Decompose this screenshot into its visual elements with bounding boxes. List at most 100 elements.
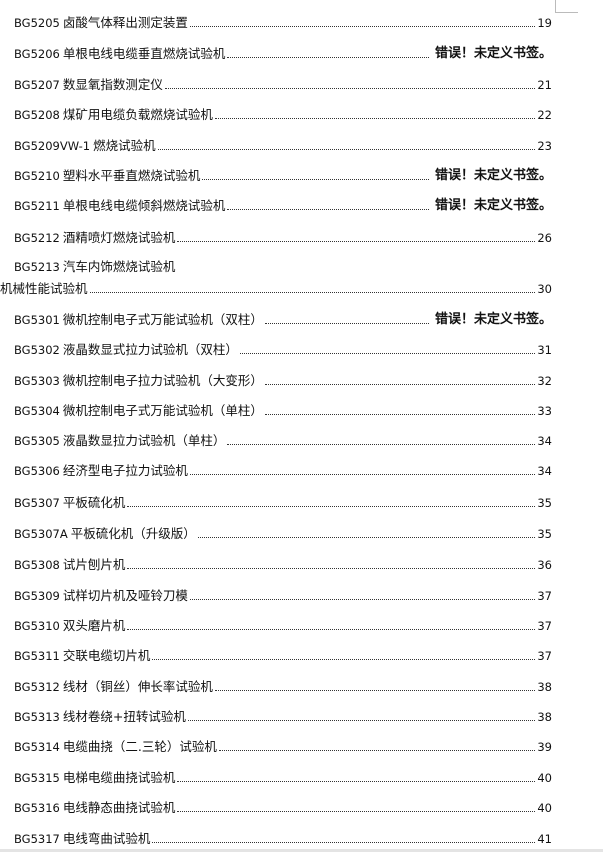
toc-entry[interactable]: BG5208 煤矿用电缆负载燃烧试验机 22 bbox=[14, 107, 552, 123]
toc-entry-title: 卤酸气体释出测定装置 bbox=[62, 15, 188, 30]
toc-entry-title: 微机控制电子拉力试验机（大变形） bbox=[62, 373, 263, 388]
page-corner-mark bbox=[555, 0, 578, 13]
dot-leader bbox=[127, 629, 536, 630]
toc-entry-page: 23 bbox=[537, 139, 552, 153]
dot-leader bbox=[264, 384, 536, 385]
toc-entry-page: 38 bbox=[537, 710, 552, 724]
toc-entry-title: 酒精喷灯燃烧试验机 bbox=[62, 230, 176, 245]
dot-leader bbox=[227, 444, 536, 445]
toc-entry-code: BG5302 bbox=[14, 343, 60, 357]
toc-entry[interactable]: BG5306 经济型电子拉力试验机 34 bbox=[14, 463, 552, 479]
toc-entry[interactable]: BG5211 单根电线电缆倾斜燃烧试验机 错误！未定义书签。 bbox=[14, 198, 552, 214]
toc-entry-title: 线材（铜丝）伸长率试验机 bbox=[62, 679, 213, 694]
toc-entry-code: BG5207 bbox=[14, 78, 60, 92]
toc-entry[interactable]: BG5304 微机控制电子式万能试验机（单柱） 33 bbox=[14, 403, 552, 419]
toc-entry[interactable]: BG5307A 平板硫化机（升级版） 35 bbox=[14, 526, 552, 542]
toc-entry[interactable]: BG5303 微机控制电子拉力试验机（大变形） 32 bbox=[14, 373, 552, 389]
toc-entry[interactable]: BG5317 电线弯曲试验机 41 bbox=[14, 831, 552, 847]
dot-leader bbox=[239, 353, 536, 354]
toc-entry-title: 试片刨片机 bbox=[62, 557, 126, 572]
toc-entry[interactable]: BG5313 线材卷绕+扭转试验机 38 bbox=[14, 709, 552, 725]
toc-entry-code: BG5210 bbox=[14, 169, 60, 183]
toc-entry[interactable]: BG5315 电梯电缆曲挠试验机 40 bbox=[14, 770, 552, 786]
toc-entry[interactable]: BG5206 单根电线电缆垂直燃烧试验机 错误！未定义书签。 bbox=[14, 46, 552, 62]
dot-leader bbox=[177, 241, 536, 242]
toc-entry-title: 数显氧指数测定仪 bbox=[62, 77, 163, 92]
toc-entry-code: BG5209VW-1 bbox=[14, 139, 91, 153]
toc-entry[interactable]: BG5314 电缆曲挠（二.三轮）试验机 39 bbox=[14, 739, 552, 755]
toc-entry-code: BG5307A bbox=[14, 527, 68, 541]
toc-entry-code: BG5313 bbox=[14, 710, 60, 724]
bookmark-error: 错误！未定义书签。 bbox=[434, 46, 552, 61]
toc-entry[interactable]: BG5307 平板硫化机 35 bbox=[14, 495, 552, 511]
dot-leader bbox=[187, 720, 536, 721]
toc-entry-code: BG5307 bbox=[14, 496, 60, 510]
toc-entry-title: 液晶数显式拉力试验机（双柱） bbox=[62, 342, 238, 357]
toc-entry[interactable]: 机械性能试验机 30 bbox=[0, 281, 552, 297]
toc-entry[interactable]: BG5316 电线静态曲挠试验机 40 bbox=[14, 800, 552, 816]
dot-leader bbox=[189, 26, 536, 27]
toc-entry-title: 汽车内饰燃烧试验机 bbox=[62, 259, 176, 274]
toc-entry[interactable]: BG5209VW-1 燃烧试验机 23 bbox=[14, 138, 552, 154]
toc-entry-code: BG5308 bbox=[14, 558, 60, 572]
toc-entry-page: 31 bbox=[537, 343, 552, 357]
dot-leader bbox=[218, 750, 536, 751]
toc-entry-code: BG5311 bbox=[14, 649, 60, 663]
toc-entry-title: 平板硫化机（升级版） bbox=[70, 526, 196, 541]
toc-entry-page: 26 bbox=[537, 231, 552, 245]
toc-entry-page: 37 bbox=[537, 619, 552, 633]
toc-entry-code: BG5304 bbox=[14, 404, 60, 418]
toc-entry-title: 电缆曲挠（二.三轮）试验机 bbox=[62, 739, 217, 754]
dot-leader bbox=[164, 88, 536, 89]
toc-entry-title: 单根电线电缆垂直燃烧试验机 bbox=[62, 46, 226, 61]
toc-entry[interactable]: BG5302 液晶数显式拉力试验机（双柱） 31 bbox=[14, 342, 552, 358]
toc-entry-code: BG5212 bbox=[14, 231, 60, 245]
dot-leader bbox=[202, 179, 429, 180]
dot-leader bbox=[89, 292, 536, 293]
toc-entry-code: BG5310 bbox=[14, 619, 60, 633]
dot-leader bbox=[197, 537, 536, 538]
toc-entry[interactable]: BG5207 数显氧指数测定仪 21 bbox=[14, 77, 552, 93]
dot-leader bbox=[189, 474, 536, 475]
toc-entry-code: BG5206 bbox=[14, 47, 60, 61]
toc-entry-title: 塑料水平垂直燃烧试验机 bbox=[62, 168, 201, 183]
dot-leader bbox=[152, 659, 536, 660]
toc-entry[interactable]: BG5309 试样切片机及哑铃刀模 37 bbox=[14, 588, 552, 604]
toc-entry-page: 19 bbox=[537, 16, 552, 30]
toc-entry[interactable]: BG5301 微机控制电子式万能试验机（双柱） 错误！未定义书签。 bbox=[14, 312, 552, 328]
toc-entry-page: 35 bbox=[537, 496, 552, 510]
toc-entry-code: BG5205 bbox=[14, 16, 60, 30]
toc-entry-code: BG5317 bbox=[14, 832, 60, 846]
dot-leader bbox=[127, 506, 536, 507]
toc-entry-page: 40 bbox=[537, 801, 552, 815]
toc-entry[interactable]: BG5308 试片刨片机 36 bbox=[14, 557, 552, 573]
dot-leader bbox=[264, 414, 536, 415]
toc-entry-code: BG5211 bbox=[14, 199, 60, 213]
bookmark-error: 错误！未定义书签。 bbox=[434, 198, 552, 213]
toc-entry-page: 34 bbox=[537, 434, 552, 448]
toc-entry-title: 电梯电缆曲挠试验机 bbox=[62, 770, 176, 785]
dot-leader bbox=[157, 149, 536, 150]
toc-entry-code: BG5314 bbox=[14, 740, 60, 754]
dot-leader bbox=[227, 209, 429, 210]
bookmark-error: 错误！未定义书签。 bbox=[434, 312, 552, 327]
toc-entry-page: 39 bbox=[537, 740, 552, 754]
toc-entry-title: 平板硫化机 bbox=[62, 495, 126, 510]
toc-entry[interactable]: BG5210 塑料水平垂直燃烧试验机 错误！未定义书签。 bbox=[14, 168, 552, 184]
toc-entry-page: 41 bbox=[537, 832, 552, 846]
toc-entry-title: 单根电线电缆倾斜燃烧试验机 bbox=[62, 198, 226, 213]
dot-leader bbox=[177, 811, 536, 812]
toc-entry-page: 34 bbox=[537, 464, 552, 478]
toc-entry[interactable]: BG5311 交联电缆切片机 37 bbox=[14, 648, 552, 664]
toc-entry[interactable]: BG5310 双头磨片机 37 bbox=[14, 618, 552, 634]
toc-entry[interactable]: BG5212 酒精喷灯燃烧试验机 26 bbox=[14, 230, 552, 246]
toc-entry[interactable]: BG5213 汽车内饰燃烧试验机 bbox=[14, 259, 552, 275]
toc-entry-code: BG5312 bbox=[14, 680, 60, 694]
dot-leader bbox=[214, 118, 536, 119]
toc-entry-page: 35 bbox=[537, 527, 552, 541]
toc-entry[interactable]: BG5312 线材（铜丝）伸长率试验机 38 bbox=[14, 679, 552, 695]
toc-entry-page: 30 bbox=[537, 282, 552, 296]
toc-entry[interactable]: BG5305 液晶数显拉力试验机（单柱） 34 bbox=[14, 433, 552, 449]
toc-entry-title: 线材卷绕+扭转试验机 bbox=[62, 709, 186, 724]
toc-entry[interactable]: BG5205 卤酸气体释出测定装置 19 bbox=[14, 15, 552, 31]
